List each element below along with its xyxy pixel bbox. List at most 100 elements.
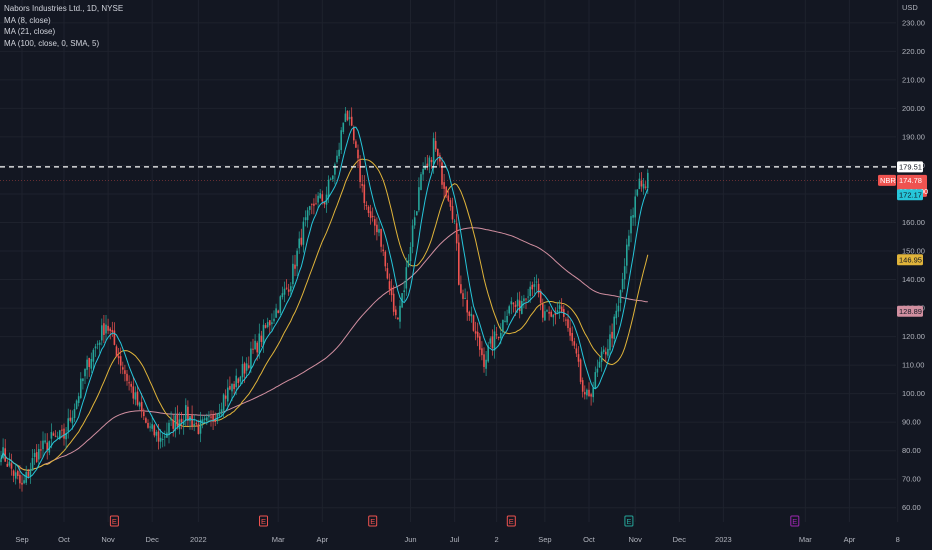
candle-body <box>130 383 132 387</box>
candle-body <box>296 250 298 267</box>
candle-body <box>575 348 578 354</box>
candle-body <box>317 195 319 203</box>
candle-body <box>374 219 376 226</box>
candle-body <box>50 432 53 439</box>
candle-body <box>334 164 336 175</box>
candle-body <box>479 336 481 350</box>
y-tick-label: 230.00 <box>902 18 925 27</box>
candle-body <box>544 311 546 321</box>
candle-body <box>615 310 618 319</box>
x-tick-label: Nov <box>629 535 643 544</box>
candle-body <box>626 244 628 266</box>
candle-body <box>94 346 97 349</box>
x-tick-label: Nov <box>101 535 115 544</box>
candle-body <box>350 116 353 126</box>
candle-body <box>128 382 130 384</box>
candle-body <box>636 189 639 196</box>
candle-body <box>103 323 105 335</box>
chart-legend: Nabors Industries Ltd., 1D, NYSE MA (8, … <box>4 3 123 49</box>
candle-body <box>48 441 51 453</box>
candle-body <box>182 422 185 425</box>
candle-body <box>75 400 78 410</box>
candle-body <box>147 422 149 428</box>
candle-body <box>640 180 643 187</box>
candle-body <box>124 370 126 374</box>
candle-body <box>386 268 389 279</box>
candle-body <box>292 263 294 285</box>
candle-body <box>46 442 48 451</box>
candle-body <box>353 127 355 141</box>
candle-body <box>122 367 124 370</box>
candle-body <box>277 310 279 313</box>
symbol-tag: NBR <box>880 176 896 185</box>
x-tick-label: Mar <box>272 535 285 544</box>
candle-body <box>369 211 372 218</box>
candle-body <box>239 376 242 382</box>
ma21-line <box>0 158 649 471</box>
candle-body <box>306 210 309 221</box>
ma8-line <box>0 126 649 479</box>
candle-body <box>518 300 521 312</box>
candle-body <box>29 469 32 476</box>
candle-body <box>365 205 368 207</box>
candle-body <box>168 422 170 435</box>
candle-body <box>71 417 74 424</box>
candle-body <box>462 293 464 299</box>
y-tick-label: 140.00 <box>902 275 925 284</box>
candle-body <box>227 387 229 402</box>
candle-body <box>516 299 519 307</box>
candle-body <box>33 453 36 457</box>
candle-body <box>424 165 426 170</box>
candle-body <box>164 436 166 438</box>
candle-body <box>218 412 221 417</box>
candle-body <box>346 111 349 121</box>
candle-body <box>256 342 258 353</box>
candle-body <box>596 368 599 373</box>
candle-body <box>67 418 69 432</box>
candle-body <box>254 340 256 350</box>
candle-body <box>23 480 25 484</box>
y-tick-label: 220.00 <box>902 47 925 56</box>
x-tick-label: Mar <box>799 535 812 544</box>
candle-body <box>441 162 443 185</box>
candle-body <box>266 322 269 328</box>
candle-body <box>98 342 101 345</box>
candle-body <box>329 178 332 180</box>
candle-body <box>101 325 103 341</box>
candle-body <box>300 237 303 245</box>
candle-body <box>283 288 286 295</box>
candle-body <box>208 416 210 418</box>
price-tag-bg <box>897 305 923 317</box>
y-tick-label: 200.00 <box>902 104 925 113</box>
candle-body <box>355 141 357 148</box>
candle-body <box>546 310 548 312</box>
candle-body <box>19 474 21 484</box>
y-tick-label: 160.00 <box>902 218 925 227</box>
candle-body <box>453 220 456 222</box>
candle-body <box>117 356 120 359</box>
y-tick-label: 210.00 <box>902 75 925 84</box>
candle-body <box>216 413 219 422</box>
candle-body <box>634 196 636 218</box>
candle-body <box>311 203 313 205</box>
candle-body <box>384 251 387 267</box>
candle-body <box>61 429 63 431</box>
candle-body <box>323 202 326 205</box>
candle-body <box>487 345 489 362</box>
candle-body <box>10 463 13 469</box>
candle-body <box>584 392 586 395</box>
candle-body <box>281 293 284 298</box>
candle-body <box>65 433 67 440</box>
candle-body <box>573 341 576 346</box>
symbol-tag-bg <box>878 174 896 186</box>
candle-body <box>54 435 57 437</box>
candle-body <box>449 200 452 207</box>
candle-body <box>315 203 317 205</box>
candle-body <box>445 186 447 196</box>
candle-body <box>617 305 620 312</box>
candle-body <box>214 418 216 422</box>
candle-body <box>535 281 538 283</box>
candle-body <box>52 433 55 436</box>
candle-body <box>105 324 107 334</box>
